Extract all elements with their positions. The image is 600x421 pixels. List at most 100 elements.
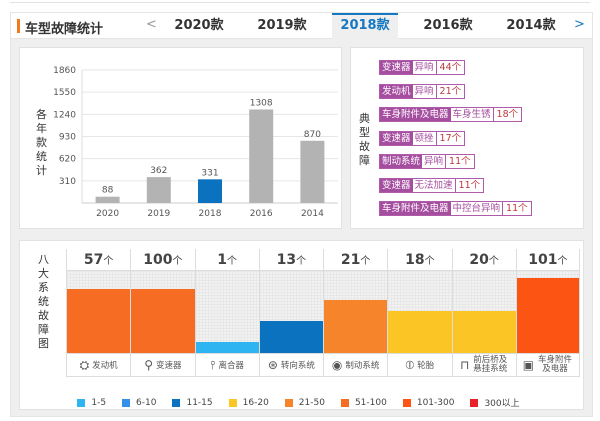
system-count: 101个 [516,249,579,271]
fault-tag[interactable]: 车身附件及电器 车身生锈 18个 [379,107,523,122]
system-column[interactable]: 1个 ⫯ 离合器 [194,249,259,377]
chevron-left-icon[interactable]: < [146,17,157,32]
bar-value-label: 362 [150,166,167,176]
system-bar [324,299,388,353]
year-tab-bar: 车型故障统计 < 2020款 2019款 2018款 2016款 2014款 > [11,13,592,40]
tab-2020[interactable]: 2020款 [174,18,224,33]
chart-y-label: 各年款统计 [36,108,47,177]
bar-chart: 310 620 930 1240 1550 1860 88 2020 362 2019 331 201… [53,66,338,219]
fault-stats-module: 车型故障统计 < 2020款 2019款 2018款 2016款 2014款 >… [10,12,593,417]
typical-faults-label: 典型故障 [359,112,370,167]
fault-type: 异响 [413,84,437,98]
system-column[interactable]: 18个 ⦶ 轮胎 [387,249,452,377]
legend-item: 21-50 [284,396,325,409]
fault-count: 11个 [449,156,471,167]
system-count: 57个 [67,249,131,271]
system-bar [67,289,131,353]
legend-swatch [122,398,131,407]
bar-2016[interactable] [249,109,274,203]
tab-2019[interactable]: 2019款 [257,18,307,33]
legend-item: 16-20 [228,396,269,409]
module-title: 车型故障统计 [17,18,103,37]
fault-count: 21个 [439,85,462,97]
suspension-icon: ⊓ [459,358,470,372]
fault-system: 车身附件及电器 [380,108,451,121]
legend-item: 11-15 [172,396,213,409]
fault-tag[interactable]: 变速器 无法加速 11个 [379,177,485,193]
color-legend: 1-5 6-10 11-15 16-20 21-50 51-100 101-300 300以上 [20,396,577,409]
bar-value-label: 870 [304,130,321,140]
system-bar [195,342,259,353]
y-tick-label: 310 [59,177,76,187]
fault-count: 44个 [439,62,462,73]
system-column[interactable]: 13个 ⊛ 转向系统 [258,249,323,377]
system-name: 发动机 [92,361,118,371]
system-count: 13个 [259,249,323,271]
legend-item: 1-5 [77,396,106,409]
fault-tag[interactable]: 变速器 顿挫 17个 [379,130,466,146]
system-column[interactable]: 101个 ▣ 车身附件及电器 [515,249,580,377]
fault-count: 18个 [496,109,519,120]
system-column[interactable]: 20个 ⊓ 前后桥及悬挂系统 [451,249,516,377]
tire-icon: ⦶ [405,357,415,372]
fault-system: 变速器 [380,178,413,192]
fault-tag[interactable]: 变速器 异响 44个 [379,60,466,75]
year-count-chart-panel: 各年款统计 310 620 930 1240 1550 1860 88 2020 362 2019… [19,47,342,229]
battery-icon: ▣ [522,358,535,372]
y-tick-label: 1860 [53,66,76,76]
system-label: ▣ 车身附件及电器 [516,353,579,377]
legend-label: 21-50 [298,397,325,408]
fault-tag[interactable]: 车身附件及电器 中控台异响 11个 [379,201,532,216]
bar-value-label: 1308 [250,98,273,108]
fault-system: 发动机 [380,84,413,98]
steering-wheel-icon: ⊛ [267,358,278,372]
fault-system: 变速器 [380,131,413,145]
legend-swatch [284,398,293,407]
system-label: ◉ 制动系统 [324,353,388,377]
bar-track [67,271,131,353]
eight-systems-panel: 八大系统故障图 57个 ⛭ 发动机 100个 ⚲ 变速器 1个 ⫯ 离合器 13个 ⊛ 转向系… [19,240,584,410]
system-column[interactable]: 57个 ⛭ 发动机 [66,249,131,377]
legend-label: 1-5 [91,397,107,408]
fault-type: 中控台异响 [451,202,504,215]
system-count: 1个 [195,249,259,271]
x-tick-label: 2020 [96,209,119,219]
tab-2018[interactable]: 2018款 [332,13,398,40]
y-tick-label: 1240 [53,110,76,120]
x-tick-label: 2018 [199,209,222,219]
bar-2014[interactable] [300,140,325,203]
tab-2014[interactable]: 2014款 [506,18,556,33]
chevron-right-icon[interactable]: > [574,17,585,32]
legend-swatch [77,398,86,407]
fault-tag[interactable]: 制动系统 异响 11个 [379,154,475,169]
system-name: 离合器 [218,361,244,371]
x-tick-label: 2014 [301,209,324,219]
legend-swatch [340,398,349,407]
bar-2018[interactable] [198,179,222,203]
x-tick-label: 2019 [147,209,170,219]
bar-track [388,271,452,353]
bar-2019[interactable] [146,177,171,203]
y-tick-label: 1550 [53,88,76,98]
bar-2020[interactable] [95,196,120,203]
y-tick-label: 620 [59,155,76,165]
eight-systems-label: 八大系统故障图 [38,253,49,350]
fault-type: 异响 [413,61,437,74]
legend-swatch [228,398,237,407]
system-name: 轮胎 [417,361,435,371]
system-column[interactable]: 21个 ◉ 制动系统 [323,249,388,377]
bar-track [452,271,516,353]
system-name: 车身附件及电器 [538,355,573,374]
system-count: 21个 [324,249,388,271]
system-column[interactable]: 100个 ⚲ 变速器 [130,249,195,377]
y-tick-label: 930 [59,133,76,143]
fault-tag[interactable]: 发动机 异响 21个 [379,83,466,99]
bar-track [259,271,323,353]
tab-2016[interactable]: 2016款 [423,18,473,33]
fault-count: 17个 [439,132,462,144]
fault-system: 制动系统 [380,155,423,168]
system-count: 100个 [131,249,195,271]
system-bar [131,289,195,353]
system-name: 前后桥及悬挂系统 [473,355,508,374]
system-bar [452,311,516,353]
